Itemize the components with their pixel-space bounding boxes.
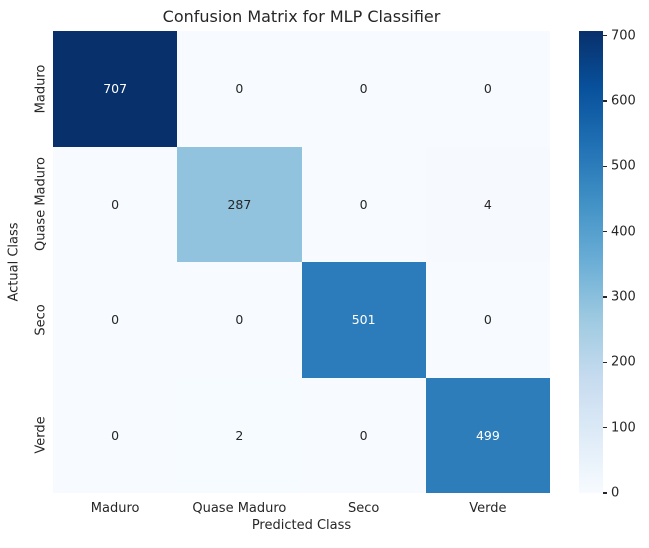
colorbar-tickmark-100 bbox=[603, 427, 607, 429]
colorbar-tick-label-500: 500 bbox=[611, 158, 636, 174]
colorbar-tickmark-600 bbox=[603, 100, 607, 102]
heatmap-cell-Quase Maduro-Seco: 0 bbox=[301, 146, 426, 262]
y-tick-label-Quase Maduro: Quase Maduro bbox=[33, 157, 49, 252]
y-axis-label: Actual Class bbox=[6, 222, 22, 302]
heatmap-cell-Verde-Maduro: 0 bbox=[53, 377, 178, 493]
colorbar-tick-label-700: 700 bbox=[611, 28, 636, 44]
heatmap-cell-Verde-Verde: 499 bbox=[425, 377, 550, 493]
colorbar-tick-label-0: 0 bbox=[611, 485, 620, 501]
y-tick-label-Maduro: Maduro bbox=[33, 64, 49, 114]
heatmap-cell-Verde-Quase Maduro: 2 bbox=[177, 377, 302, 493]
heatmap-cell-Maduro-Quase Maduro: 0 bbox=[177, 31, 302, 147]
colorbar-tick-label-300: 300 bbox=[611, 289, 636, 305]
heatmap-cell-Maduro-Verde: 0 bbox=[425, 31, 550, 147]
heatmap-cell-Maduro-Maduro: 707 bbox=[53, 31, 178, 147]
colorbar-tick-label-400: 400 bbox=[611, 224, 636, 240]
x-tick-label-Seco: Seco bbox=[347, 501, 380, 516]
colorbar bbox=[579, 31, 603, 493]
colorbar-tick-label-200: 200 bbox=[611, 354, 636, 370]
x-tick-label-Verde: Verde bbox=[469, 501, 507, 516]
chart-title: Confusion Matrix for MLP Classifier bbox=[162, 7, 441, 26]
y-tick-label-Verde: Verde bbox=[33, 416, 49, 454]
heatmap-cell-Quase Maduro-Maduro: 0 bbox=[53, 146, 178, 262]
heatmap-cell-Maduro-Seco: 0 bbox=[301, 31, 426, 147]
x-tick-label-Maduro: Maduro bbox=[90, 501, 140, 516]
heatmap-cell-Seco-Seco: 501 bbox=[301, 262, 426, 378]
colorbar-tick-label-100: 100 bbox=[611, 420, 636, 436]
colorbar-tickmark-500 bbox=[603, 165, 607, 167]
heatmap-cell-Seco-Quase Maduro: 0 bbox=[177, 262, 302, 378]
colorbar-tick-label-600: 600 bbox=[611, 93, 636, 109]
colorbar-tickmark-200 bbox=[603, 361, 607, 363]
heatmap-cell-Seco-Verde: 0 bbox=[425, 262, 550, 378]
colorbar-tickmark-700 bbox=[603, 34, 607, 37]
x-tick-label-Quase Maduro: Quase Maduro bbox=[192, 501, 287, 516]
x-axis-label: Predicted Class bbox=[251, 518, 352, 533]
heatmap-cell-Quase Maduro-Quase Maduro: 287 bbox=[177, 146, 302, 262]
colorbar-tickmark-400 bbox=[603, 231, 607, 233]
colorbar-tickmark-0 bbox=[603, 492, 607, 494]
heatmap-cell-Verde-Seco: 0 bbox=[301, 377, 426, 493]
y-tick-label-Seco: Seco bbox=[33, 304, 49, 336]
colorbar-tickmark-300 bbox=[603, 296, 607, 298]
heatmap: 707 0 0 0 0 287 0 4 0 0 501 0 0 2 0 499 bbox=[53, 31, 550, 493]
heatmap-cell-Seco-Maduro: 0 bbox=[53, 262, 178, 378]
heatmap-cell-Quase Maduro-Verde: 4 bbox=[425, 146, 550, 262]
